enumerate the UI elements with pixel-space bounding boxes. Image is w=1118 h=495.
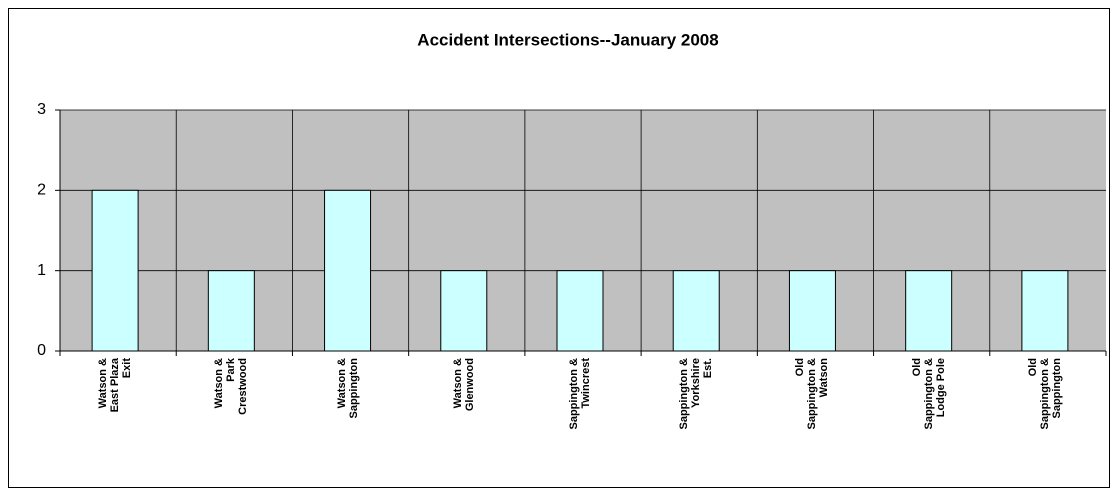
y-tick-label: 2 <box>37 182 46 199</box>
x-tick-label: Watson & Sappington <box>335 358 360 419</box>
x-tick-label: Old Sappington & Watson <box>794 358 831 430</box>
x-tick-label: Watson & East Plaza Exit <box>97 358 134 413</box>
x-tick-label: Sappington & Yorkshire Est. <box>678 358 715 430</box>
bar <box>1021 270 1069 352</box>
x-tick-label: Watson & Glenwood <box>451 358 476 412</box>
y-tick-label: 3 <box>37 101 46 118</box>
bar <box>207 270 255 352</box>
x-tick-label: Old Sappington & Lodge Pole <box>910 358 947 430</box>
bar <box>672 270 720 352</box>
x-tick-label: Sappington & Twincrest <box>568 358 592 430</box>
x-tick-label: Watson & Park Crestwood <box>213 358 250 415</box>
x-tick-label: Old Sappington & Sappington <box>1026 358 1063 430</box>
bar <box>788 270 836 352</box>
bar <box>91 189 139 352</box>
bar <box>905 270 953 352</box>
y-tick-label: 1 <box>37 262 46 279</box>
bar <box>324 189 372 352</box>
chart-title: Accident Intersections--January 2008 <box>417 30 718 49</box>
bar <box>440 270 488 352</box>
bar <box>556 270 604 352</box>
y-tick-label: 0 <box>37 342 46 359</box>
